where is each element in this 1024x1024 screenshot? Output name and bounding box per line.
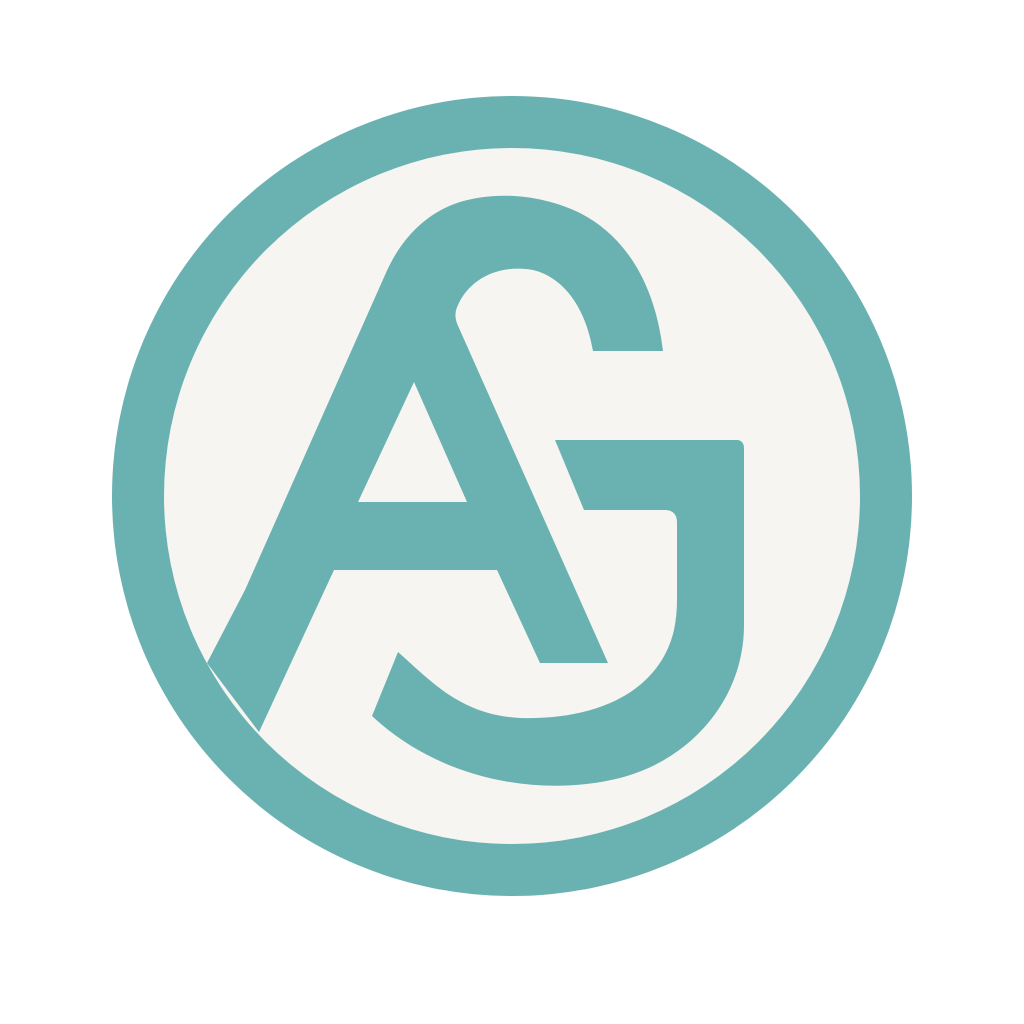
- letter-a-left-leg: [207, 195, 663, 732]
- letter-g-bowl: [372, 440, 744, 786]
